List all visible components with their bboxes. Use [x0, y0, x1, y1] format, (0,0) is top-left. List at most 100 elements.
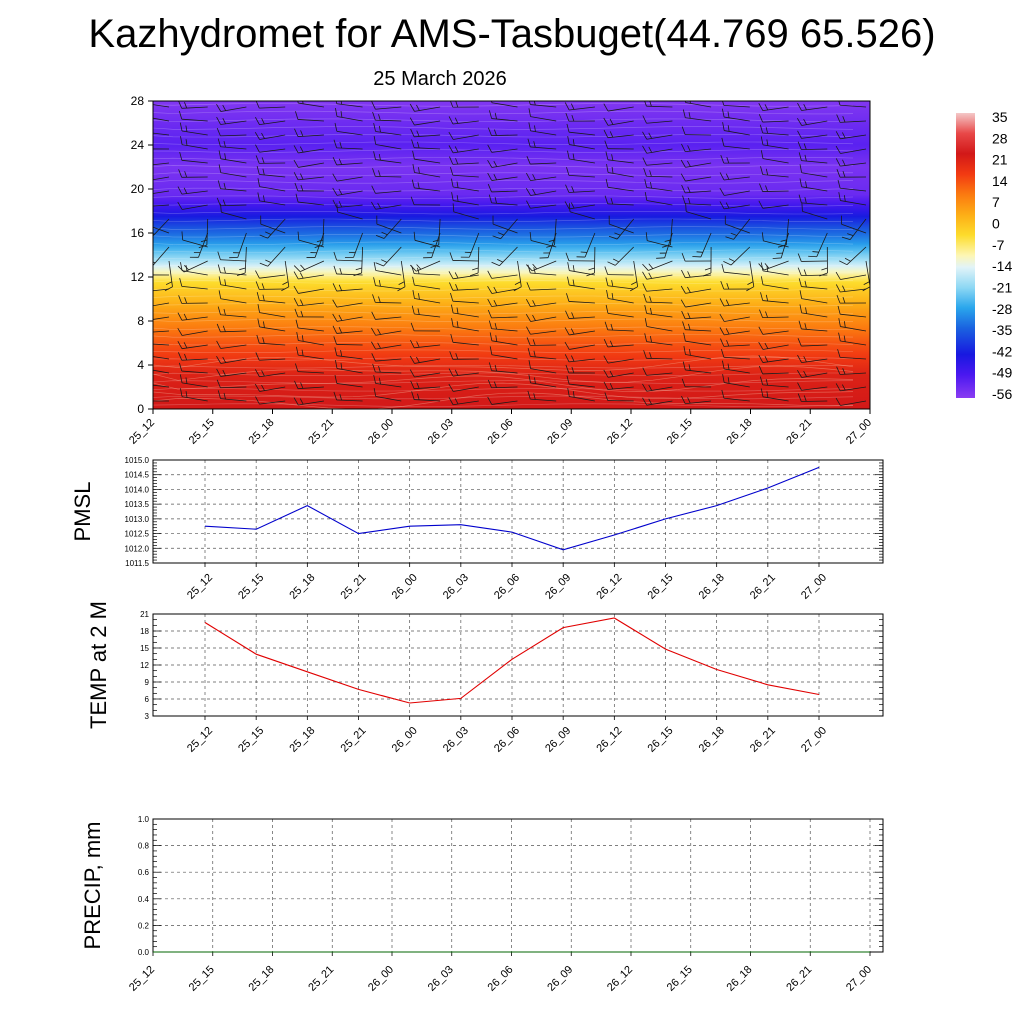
- wind-barb: [153, 368, 170, 374]
- wind-barb: [603, 381, 634, 390]
- wind-barb: [448, 131, 479, 140]
- wind-barb: [257, 304, 286, 318]
- wind-barb: [487, 309, 518, 319]
- wind-barb: [371, 101, 402, 110]
- colorbar-label: 0: [992, 216, 1000, 232]
- wind-barb: [566, 167, 595, 178]
- wind-barb: [296, 101, 324, 108]
- wind-barb: [644, 179, 673, 192]
- x-tick-label: 26_09: [543, 725, 573, 755]
- contour-line: [153, 157, 854, 161]
- wind-barb: [644, 192, 673, 206]
- wind-barb: [681, 253, 712, 262]
- wind-barb: [448, 145, 479, 154]
- wind-barb: [603, 103, 634, 112]
- contour-line: [153, 392, 854, 409]
- wind-barb: [177, 312, 208, 321]
- wind-barb: [449, 282, 479, 291]
- wind-barb: [604, 195, 634, 206]
- wind-barb: [487, 159, 518, 168]
- wind-barb: [605, 178, 634, 192]
- wind-barb: [257, 178, 286, 192]
- x-tick-label: 27_00: [844, 417, 874, 447]
- x-tick-label: 26_06: [492, 725, 522, 755]
- x-tick-label: 26_18: [697, 572, 727, 602]
- wind-barb: [412, 164, 441, 178]
- wind-barb: [295, 319, 324, 332]
- wind-barb: [371, 311, 402, 320]
- wind-barb: [642, 145, 673, 154]
- wind-barb: [721, 348, 750, 360]
- wind-barb: [375, 246, 402, 267]
- wind-barb: [371, 327, 402, 336]
- x-tick-label: 26_06: [486, 417, 516, 447]
- y-tick-label: 28: [131, 94, 145, 108]
- wind-barb: [409, 117, 441, 126]
- wind-barb: [607, 246, 634, 266]
- wind-barb: [565, 252, 595, 262]
- wind-barb: [371, 353, 402, 362]
- x-tick-label: 26_12: [594, 572, 624, 602]
- wind-barb: [178, 362, 208, 374]
- contour-line: [153, 355, 854, 371]
- wind-barb: [177, 101, 208, 109]
- colorbar-fill: [956, 113, 975, 398]
- colorbar-label: -35: [992, 322, 1012, 338]
- wind-barb: [218, 164, 247, 178]
- x-tick-label: 26_15: [646, 725, 676, 755]
- wind-barb: [178, 110, 208, 122]
- y-tick-label: 1013.5: [125, 500, 150, 509]
- wind-barb: [254, 369, 286, 378]
- wind-barb: [862, 260, 870, 292]
- wind-barb: [681, 395, 712, 405]
- wind-barb: [332, 199, 363, 208]
- wind-barb: [449, 351, 479, 360]
- wind-barb: [797, 102, 828, 111]
- x-tick-label: 26_18: [697, 725, 727, 755]
- wind-barb: [293, 298, 324, 307]
- wind-barb: [255, 116, 286, 126]
- y-axis-label: PRECIP, mm: [80, 822, 105, 950]
- wind-barb: [643, 293, 673, 304]
- y-tick-label: 0.6: [138, 868, 150, 877]
- wind-barb: [189, 232, 209, 258]
- wind-barb: [642, 367, 673, 376]
- wind-barb: [797, 382, 828, 391]
- wind-barb: [153, 148, 170, 150]
- wind-barb: [488, 110, 518, 122]
- wind-barb: [760, 150, 789, 164]
- x-tick-label: 26_18: [725, 417, 755, 447]
- contour-line: [153, 241, 854, 246]
- wind-barb: [216, 127, 247, 137]
- wind-barb: [719, 201, 750, 210]
- wind-barb: [808, 232, 828, 258]
- wind-barb: [487, 183, 518, 193]
- wind-barb: [293, 285, 324, 294]
- wind-barb: [797, 393, 828, 402]
- heatmap-fill: [153, 101, 870, 409]
- wind-barb: [295, 193, 324, 206]
- wind-barb: [373, 136, 402, 150]
- wind-barb: [758, 260, 789, 271]
- wind-barb: [220, 203, 247, 220]
- x-tick-label: 26_03: [441, 725, 471, 755]
- wind-barb: [565, 184, 595, 193]
- colorbar-label: 14: [992, 173, 1008, 189]
- wind-barb: [568, 203, 596, 220]
- wind-barb: [682, 109, 712, 122]
- wind-barb: [797, 117, 828, 126]
- x-tick-label: 26_12: [605, 417, 635, 447]
- wind-barb: [758, 114, 789, 123]
- wind-barb: [629, 260, 639, 292]
- wind-barb: [644, 305, 673, 318]
- contour-line: [153, 280, 854, 284]
- wind-barb: [449, 252, 479, 262]
- wind-barb: [799, 178, 828, 192]
- wind-barb: [642, 260, 673, 271]
- wind-barb: [409, 369, 441, 378]
- x-tick-label: 26_06: [492, 572, 522, 602]
- wind-barb: [260, 215, 286, 234]
- wind-barb: [526, 298, 557, 308]
- contour-line: [153, 134, 854, 138]
- wind-barb: [643, 350, 673, 360]
